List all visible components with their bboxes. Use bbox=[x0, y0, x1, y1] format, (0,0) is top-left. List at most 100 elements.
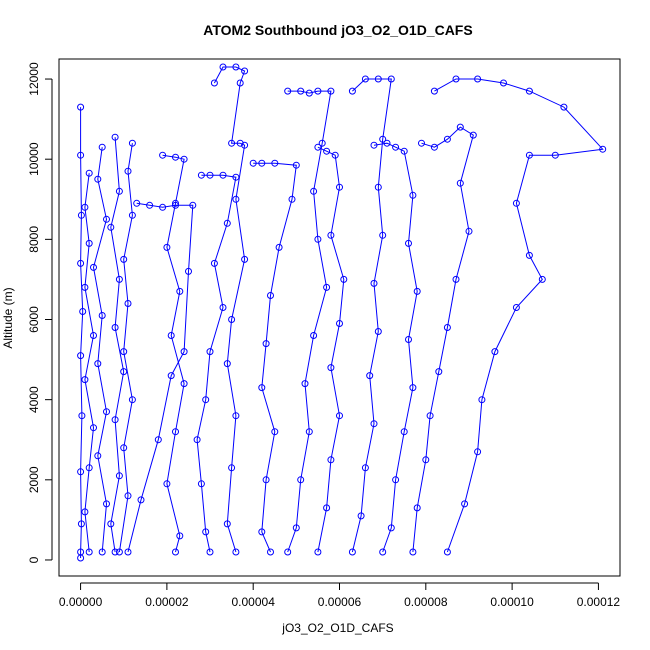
data-point bbox=[128, 211, 136, 219]
series-line bbox=[162, 154, 185, 553]
series-line bbox=[110, 137, 125, 553]
data-point bbox=[435, 368, 443, 376]
data-point bbox=[81, 508, 89, 516]
data-point bbox=[379, 135, 387, 143]
data-point bbox=[327, 87, 335, 95]
data-point bbox=[430, 87, 438, 95]
data-point bbox=[301, 380, 309, 388]
data-point bbox=[111, 133, 119, 141]
series-line bbox=[118, 143, 133, 553]
data-point bbox=[469, 131, 477, 139]
data-point bbox=[77, 352, 85, 360]
data-point bbox=[180, 155, 188, 163]
data-point bbox=[210, 79, 218, 87]
data-point bbox=[430, 143, 438, 151]
data-point bbox=[120, 255, 128, 263]
data-point bbox=[197, 480, 205, 488]
data-point bbox=[115, 548, 123, 556]
data-point bbox=[241, 141, 249, 149]
data-point bbox=[232, 63, 240, 71]
x-tick-label: 0.00004 bbox=[231, 595, 275, 609]
data-point bbox=[426, 412, 434, 420]
data-point bbox=[478, 396, 486, 404]
x-tick-label: 0.00002 bbox=[145, 595, 189, 609]
data-point bbox=[456, 179, 464, 187]
data-point bbox=[167, 372, 175, 380]
data-point bbox=[81, 203, 89, 211]
series-16 bbox=[430, 75, 607, 556]
data-point bbox=[197, 171, 205, 179]
series-8 bbox=[193, 171, 240, 556]
data-point bbox=[310, 332, 318, 339]
data-point bbox=[77, 151, 85, 159]
data-point bbox=[374, 75, 382, 83]
data-point bbox=[400, 147, 408, 155]
data-point bbox=[405, 239, 412, 247]
data-point bbox=[90, 424, 97, 432]
data-point bbox=[103, 500, 110, 508]
x-axis: 0.00000 0.00002 0.00004 0.00006 0.00008 0.000… bbox=[59, 582, 620, 609]
data-point bbox=[120, 368, 128, 376]
data-point bbox=[314, 87, 322, 95]
data-point bbox=[241, 67, 249, 75]
data-point bbox=[232, 195, 240, 203]
series-7 bbox=[159, 151, 188, 556]
data-point bbox=[379, 548, 387, 556]
data-point bbox=[292, 161, 300, 169]
data-point bbox=[413, 504, 421, 512]
data-point bbox=[314, 548, 322, 556]
data-point bbox=[560, 103, 568, 111]
series-line bbox=[412, 126, 474, 553]
data-point bbox=[323, 504, 331, 512]
series-1 bbox=[77, 103, 87, 562]
series-14 bbox=[370, 139, 421, 556]
data-point bbox=[409, 384, 417, 392]
data-point bbox=[98, 143, 106, 151]
data-point bbox=[370, 141, 378, 149]
data-point bbox=[94, 175, 102, 183]
series-11 bbox=[284, 87, 335, 556]
data-point bbox=[374, 183, 382, 191]
y-tick-label: 6000 bbox=[27, 306, 41, 333]
data-point bbox=[124, 300, 132, 307]
data-point bbox=[111, 548, 119, 556]
data-point bbox=[262, 340, 270, 348]
data-point bbox=[422, 456, 430, 464]
data-point bbox=[128, 396, 136, 404]
data-point bbox=[413, 287, 421, 295]
data-point bbox=[172, 548, 179, 556]
data-point bbox=[336, 183, 343, 191]
data-point bbox=[418, 139, 425, 147]
x-axis-label: jO3_O2_O1D_CAFS bbox=[281, 621, 393, 635]
data-point bbox=[180, 380, 188, 388]
data-point bbox=[258, 384, 266, 392]
data-point bbox=[249, 159, 257, 167]
data-point bbox=[115, 472, 123, 480]
data-point bbox=[180, 348, 188, 356]
data-point bbox=[124, 548, 132, 556]
data-point bbox=[236, 139, 244, 147]
data-point bbox=[348, 87, 356, 95]
plot-frame bbox=[58, 58, 621, 577]
data-point bbox=[443, 324, 451, 331]
data-point bbox=[525, 151, 533, 159]
data-point bbox=[85, 548, 93, 556]
data-point bbox=[409, 548, 417, 556]
data-point bbox=[77, 103, 85, 111]
data-point bbox=[172, 199, 179, 207]
series-line bbox=[287, 90, 332, 553]
data-point bbox=[159, 203, 167, 211]
data-point bbox=[348, 548, 356, 556]
data-point bbox=[500, 79, 507, 87]
chart-title: ATOM2 Southbound jO3_O2_O1D_CAFS bbox=[203, 22, 472, 38]
data-point bbox=[327, 364, 335, 372]
data-point bbox=[223, 520, 231, 528]
data-point bbox=[262, 476, 270, 484]
data-point bbox=[185, 267, 192, 275]
series-6 bbox=[124, 199, 197, 556]
data-point bbox=[228, 464, 236, 472]
series-line bbox=[127, 202, 194, 553]
series-line bbox=[351, 78, 392, 553]
